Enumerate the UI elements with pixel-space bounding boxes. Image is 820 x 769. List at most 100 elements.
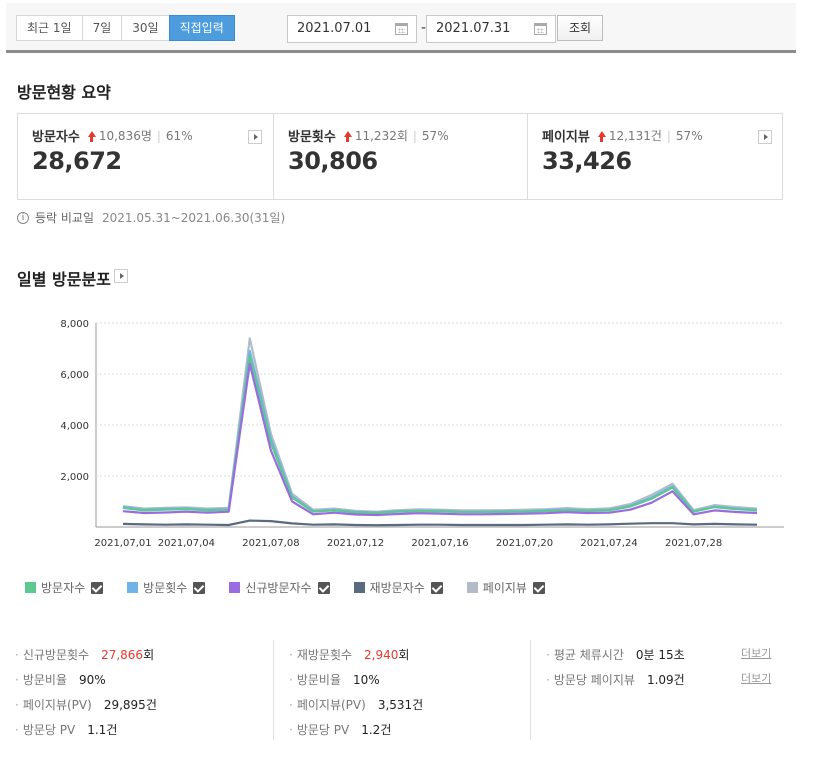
stat-unit: 건 xyxy=(380,723,392,737)
compare-label: 등락 비교일 xyxy=(35,211,95,225)
card-divider: | xyxy=(412,128,417,143)
info-icon: i xyxy=(17,211,29,224)
card-pct: 57% xyxy=(421,128,449,143)
start-date-input[interactable]: 2021.07.01 xyxy=(287,15,417,43)
x-tick-label: 2021,07,24 xyxy=(580,538,637,549)
legend-swatch xyxy=(127,582,139,593)
x-tick-label: 2021,07,08 xyxy=(242,538,299,549)
summary-title: 방문현황 요약 xyxy=(17,83,111,102)
chart-legend: 방문자수 방문횟수 신규방문자수 재방문자수 페이지뷰 xyxy=(25,579,569,596)
legend-label: 신규방문자수 xyxy=(245,581,312,595)
card-diff: 11,232회 xyxy=(354,129,408,143)
card-more-icon[interactable] xyxy=(758,130,772,144)
legend-label: 방문자수 xyxy=(41,581,86,595)
chart-y-ticks: 2,000 4,000 6,000 8,000 xyxy=(60,319,89,483)
legend-item-pageviews[interactable]: 페이지뷰 xyxy=(466,579,545,596)
checkbox-checked-icon[interactable] xyxy=(193,581,206,594)
card-label: 페이지뷰 xyxy=(542,130,590,145)
card-diff: 10,836명 xyxy=(98,129,152,143)
period-30day-button[interactable]: 30일 xyxy=(121,15,170,41)
summary-card-visits: 방문횟수 11,232회 | 57% 30,806 xyxy=(274,114,528,199)
stat-unit: 회 xyxy=(143,648,155,662)
period-1day-button[interactable]: 최근 1일 xyxy=(16,15,83,41)
stat-value: 3,531 xyxy=(377,698,413,712)
summary-card-visitors: 방문자수 10,836명 | 61% 28,672 xyxy=(18,114,274,199)
stat-unit: 회 xyxy=(398,648,410,662)
card-diff: 12,131건 xyxy=(608,129,662,143)
card-value: 33,426 xyxy=(542,147,632,175)
x-tick-label: 2021,07,04 xyxy=(158,538,215,549)
chart-grid xyxy=(95,322,784,528)
stat-label: 방문비율 xyxy=(296,673,341,687)
stat-value: 1.2 xyxy=(361,723,381,737)
stat-row: 방문비율 10% xyxy=(289,671,380,688)
start-date-value: 2021.07.01 xyxy=(297,21,372,36)
x-tick-label: 2021,07,16 xyxy=(411,538,468,549)
period-7day-button[interactable]: 7일 xyxy=(81,15,123,41)
period-selector: 최근 1일 7일 30일 직접입력 xyxy=(16,15,235,41)
y-tick-label: 8,000 xyxy=(60,319,89,330)
series-line xyxy=(122,362,758,517)
legend-swatch xyxy=(229,582,241,593)
legend-item-new-visitors[interactable]: 신규방문자수 xyxy=(229,579,330,596)
stat-label: 재방문횟수 xyxy=(296,648,353,662)
calendar-icon[interactable] xyxy=(534,23,547,35)
legend-label: 재방문자수 xyxy=(369,581,425,595)
summary-card-pageviews: 페이지뷰 12,131건 | 57% 33,426 xyxy=(528,114,782,199)
checkbox-checked-icon[interactable] xyxy=(317,581,330,594)
legend-label: 페이지뷰 xyxy=(482,581,527,595)
legend-item-visitors[interactable]: 방문자수 xyxy=(25,579,104,596)
end-date-input[interactable]: 2021.07.31 xyxy=(426,15,556,43)
y-tick-label: 4,000 xyxy=(60,421,89,432)
stat-value: 1.09 xyxy=(646,673,674,687)
calendar-icon[interactable] xyxy=(395,23,408,35)
stat-value: 29,895 xyxy=(103,698,146,712)
stats-new-visits: 신규방문횟수 27,866 회 방문비율 90% 페이지뷰(PV) 29,895… xyxy=(0,640,272,740)
series-line xyxy=(122,519,758,527)
checkbox-checked-icon[interactable] xyxy=(532,581,545,594)
stat-row: 방문당 PV 1.2 건 xyxy=(289,721,392,738)
card-value: 30,806 xyxy=(288,147,378,175)
up-arrow-icon xyxy=(87,130,96,142)
more-link-pageviews[interactable]: 더보기 xyxy=(741,672,772,685)
stat-label: 페이지뷰(PV) xyxy=(22,698,92,712)
x-tick-label: 2021,07,28 xyxy=(665,538,722,549)
stat-row: 페이지뷰(PV) 29,895 건 xyxy=(15,696,157,713)
query-button[interactable]: 조회 xyxy=(557,15,603,41)
stats-duration: 평균 체류시간 0분 15초 방문당 페이지뷰 1.09 건 xyxy=(530,640,810,740)
card-value: 28,672 xyxy=(32,147,122,175)
more-link-duration[interactable]: 더보기 xyxy=(741,647,772,660)
checkbox-checked-icon[interactable] xyxy=(430,581,443,594)
legend-swatch xyxy=(353,582,365,593)
stat-label: 페이지뷰(PV) xyxy=(296,698,366,712)
stat-row: 방문당 PV 1.1 건 xyxy=(15,721,118,738)
legend-swatch xyxy=(25,582,36,593)
card-divider: | xyxy=(156,128,161,143)
stat-row: 신규방문횟수 27,866 회 xyxy=(15,646,154,663)
period-custom-button[interactable]: 직접입력 xyxy=(168,15,235,41)
stat-label: 평균 체류시간 xyxy=(553,648,624,662)
card-pct: 57% xyxy=(675,128,703,143)
stat-value: 27,866 xyxy=(101,648,144,662)
y-tick-label: 2,000 xyxy=(60,472,89,483)
legend-item-returning[interactable]: 재방문자수 xyxy=(353,579,443,596)
up-arrow-icon xyxy=(597,130,606,142)
stat-row: 평균 체류시간 0분 15초 xyxy=(546,646,685,663)
daily-title: 일별 방문분포 xyxy=(17,270,111,289)
checkbox-checked-icon[interactable] xyxy=(91,581,104,594)
stat-unit: 건 xyxy=(145,698,157,712)
chart-series xyxy=(122,337,758,527)
legend-item-visits[interactable]: 방문횟수 xyxy=(127,579,206,596)
y-tick-label: 6,000 xyxy=(60,370,89,381)
daily-more-icon[interactable] xyxy=(114,269,128,283)
card-label: 방문자수 xyxy=(32,130,80,145)
card-pct: 61% xyxy=(165,128,193,143)
stat-value: 90% xyxy=(79,673,106,687)
date-filter-bar: 최근 1일 7일 30일 직접입력 2021.07.01 - 2021.07.3… xyxy=(6,3,796,53)
stat-unit: 건 xyxy=(412,698,424,712)
visit-stats: 신규방문횟수 27,866 회 방문비율 90% 페이지뷰(PV) 29,895… xyxy=(0,640,820,750)
end-date-value: 2021.07.31 xyxy=(436,21,511,36)
card-more-icon[interactable] xyxy=(248,130,262,144)
stat-value: 1.1 xyxy=(87,723,107,737)
